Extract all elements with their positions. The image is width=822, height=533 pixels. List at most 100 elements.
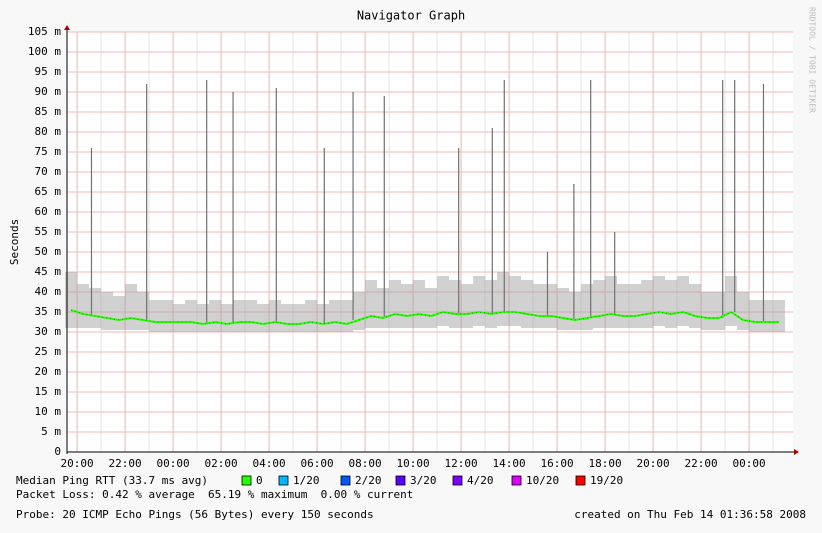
smoke-band [293,304,306,332]
smoke-band [233,300,246,332]
smoke-band [377,288,390,328]
smoke-band [113,296,126,330]
smoke-band [485,280,498,328]
smoke-band [245,300,258,332]
smoke-band [653,276,666,326]
legend-label: 10/20 [526,474,559,487]
smoke-band [509,276,522,326]
y-tick-label: 30 m [35,325,62,338]
smoke-band [317,304,330,332]
legend-swatch [511,475,522,486]
legend-label: 0 [256,474,263,487]
y-tick-label: 50 m [35,245,62,258]
y-arrow [64,25,70,30]
legend-label: 1/20 [293,474,320,487]
legend-swatch [278,475,289,486]
x-tick-label: 20:00 [637,457,670,470]
y-tick-label: 105 m [28,25,61,38]
smoke-band [473,276,486,326]
smoke-band [221,304,234,332]
y-tick-label: 80 m [35,125,62,138]
smoke-band [185,300,198,332]
smoke-band [581,284,594,330]
smoke-band [197,304,210,332]
legend-swatch [340,475,351,486]
x-tick-label: 08:00 [349,457,382,470]
smoke-band [569,292,582,330]
legend-label: 2/20 [355,474,382,487]
x-tick-label: 20:00 [61,457,94,470]
smoke-band [341,300,354,332]
created: created on Thu Feb 14 01:36:58 2008 [574,508,806,521]
x-tick-label: 14:00 [493,457,526,470]
smoke-band [725,276,738,326]
x-tick-label: 10:00 [397,457,430,470]
legend-label: Median Ping RTT (33.7 ms avg) [16,474,208,487]
smoke-band [413,280,426,328]
y-axis-label: Seconds [8,219,21,265]
smoke-band [713,292,726,330]
y-tick-label: 100 m [28,45,61,58]
x-tick-label: 22:00 [109,457,142,470]
smoke-band [305,300,318,332]
smoke-band [665,280,678,328]
smoke-band [161,300,174,332]
smoke-band [533,284,546,328]
legend-label: 19/20 [590,474,623,487]
y-tick-label: 0 [54,445,61,458]
packet-loss: Packet Loss: 0.42 % average 65.19 % maxi… [16,488,413,501]
median-line [70,309,780,326]
smoke-band [629,284,642,328]
y-tick-label: 85 m [35,105,62,118]
y-tick-label: 60 m [35,205,62,218]
x-tick-label: 12:00 [445,457,478,470]
y-tick-label: 40 m [35,285,62,298]
x-tick-label: 06:00 [301,457,334,470]
y-tick-label: 70 m [35,165,62,178]
smoke-band [65,272,78,328]
y-tick-label: 75 m [35,145,62,158]
smoke-band [761,300,774,332]
smoke-band [641,280,654,328]
smoke-band [425,288,438,328]
smoke-band [737,292,750,330]
y-tick-label: 35 m [35,305,62,318]
smoke-band [617,284,630,328]
smoke-band [137,292,150,330]
smoke-band [461,284,474,328]
y-tick-label: 10 m [35,405,62,418]
smoke-band [353,292,366,330]
smoke-band [689,284,702,328]
legend-label: 3/20 [410,474,437,487]
smoke-band [401,284,414,328]
probe: Probe: 20 ICMP Echo Pings (56 Bytes) eve… [16,508,374,521]
x-tick-label: 00:00 [733,457,766,470]
smoke-band [365,280,378,328]
smoke-band [269,300,282,332]
smoke-band [389,280,402,328]
y-tick-label: 15 m [35,385,62,398]
y-tick-label: 95 m [35,65,62,78]
y-tick-label: 20 m [35,365,62,378]
smoke-band [101,292,114,330]
x-tick-label: 22:00 [685,457,718,470]
legend-swatch [575,475,586,486]
y-tick-label: 25 m [35,345,62,358]
smoke-band [701,292,714,330]
smoke-band [677,276,690,326]
smoke-band [437,276,450,326]
x-tick-label: 02:00 [205,457,238,470]
x-tick-label: 16:00 [541,457,574,470]
x-tick-label: 00:00 [157,457,190,470]
legend-swatch [395,475,406,486]
smoke-band [173,304,186,332]
smoke-band [605,276,618,328]
x-tick-label: 18:00 [589,457,622,470]
legend-swatch [241,475,252,486]
y-tick-label: 45 m [35,265,62,278]
smoke-band [281,304,294,332]
y-tick-label: 55 m [35,225,62,238]
smoke-band [329,300,342,332]
smoke-band [125,284,138,330]
